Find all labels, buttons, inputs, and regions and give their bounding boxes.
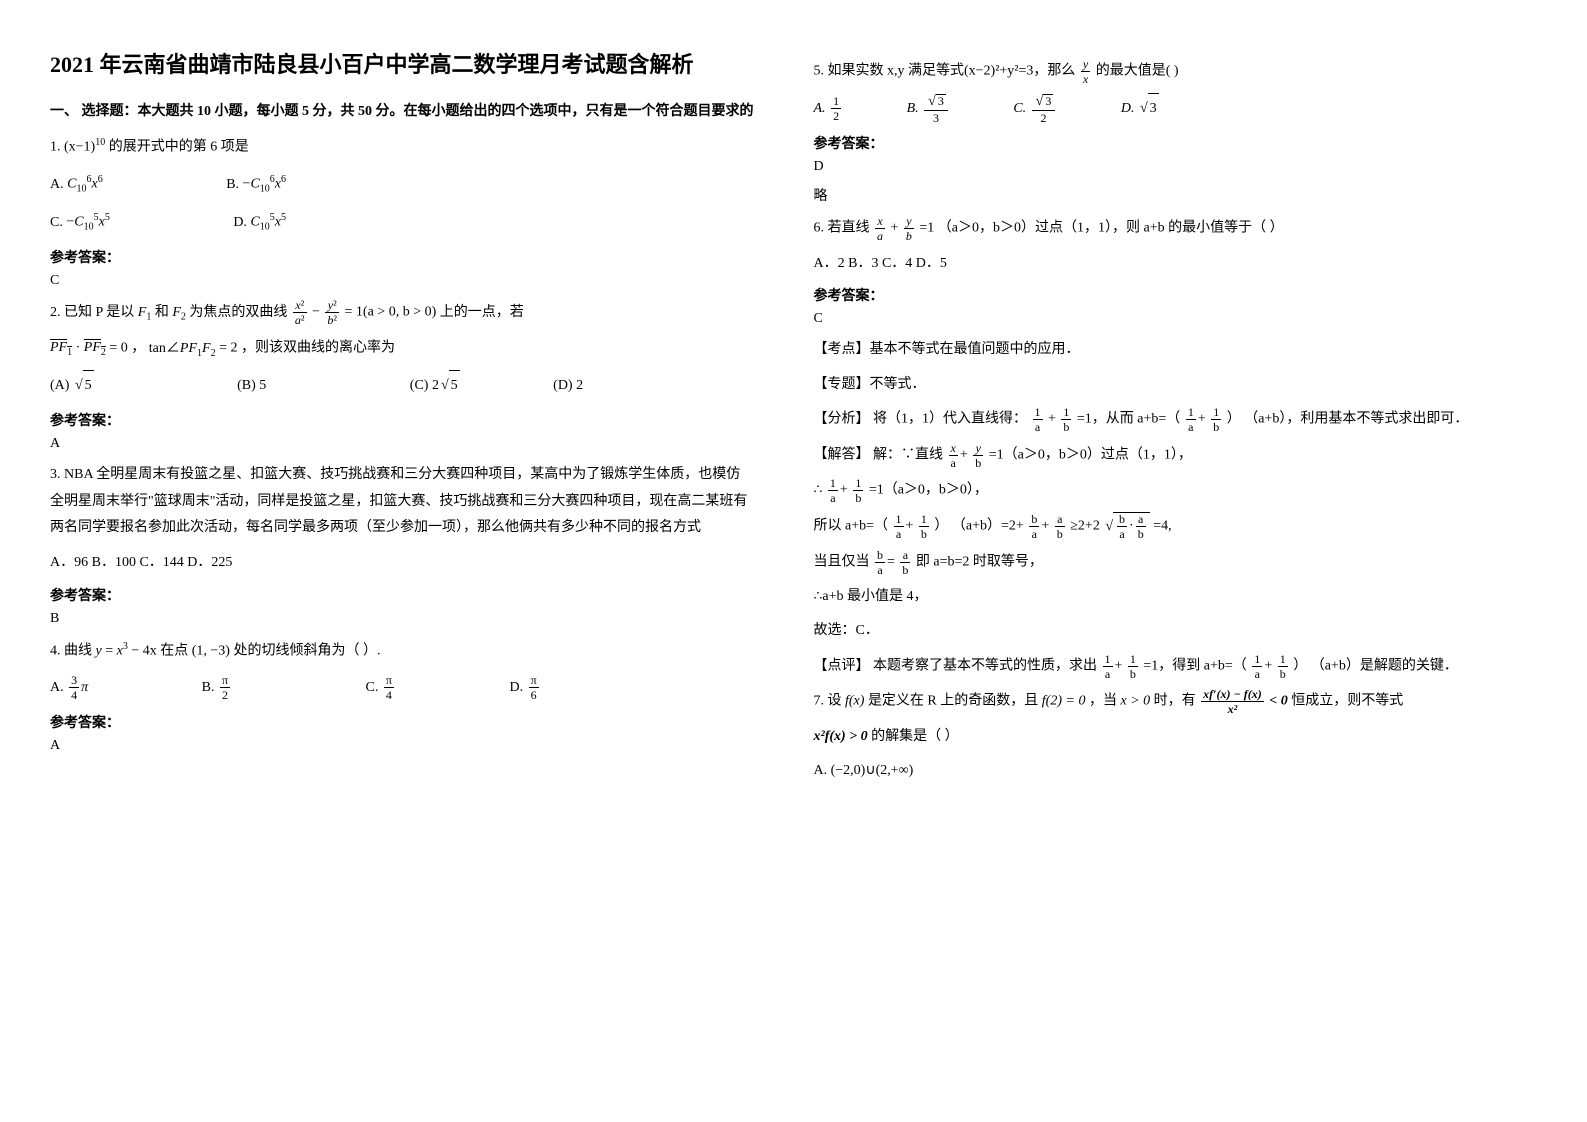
q6-line4: ∴a+b 最小值是 4， [814, 584, 1548, 611]
q1-base: (x−1) [64, 140, 95, 155]
q6-jieda: 解答 解：∵直线 xa+ yb =1（a＞0，b＞0）过点（1，1）， [814, 442, 1548, 469]
answer-label: 参考答案： [50, 410, 754, 430]
question-3: 3. NBA 全明星周末有投篮之星、扣篮大赛、技巧挑战赛和三分大赛四种项目，某高… [50, 462, 754, 542]
q6-zhuanti: 专题不等式． [814, 372, 1548, 399]
q1-expression: (x−1)10 [64, 133, 105, 161]
q4-optD: D. π6 [509, 673, 540, 704]
q4-optB: B. π2 [202, 673, 232, 704]
question-2: 2. 已知 P 是以 F1 和 F2 为焦点的双曲线 x²a² − y²b² =… [50, 299, 754, 327]
q5-optB: B. 33 [907, 94, 950, 125]
answer-label: 参考答案： [50, 712, 754, 732]
q6-line1: ∴ 1a+ 1b =1（a＞0，b＞0）， [814, 477, 1548, 504]
q1-options: A. C106x6 B. −C106x6 [50, 169, 754, 201]
q5-answer: D [814, 159, 1548, 175]
q1-answer: C [50, 273, 754, 289]
q5-options: A. 12 B. 33 C. 32 D. 3 [814, 93, 1548, 125]
q1-exp: 10 [95, 137, 105, 148]
answer-label: 参考答案： [814, 285, 1548, 305]
q6-options: A．2 B．3 C．4 D．5 [814, 251, 1548, 278]
q6-line2: 所以 a+b=（ 1a+ 1b ） （a+b）=2+ ba+ ab ≥2+2 b… [814, 512, 1548, 540]
q1-suffix: 的展开式中的第 6 项是 [109, 140, 249, 155]
answer-label: 参考答案： [50, 247, 754, 267]
q1-prefix: 1. [50, 140, 64, 155]
page-title: 2021 年云南省曲靖市陆良县小百户中学高二数学理月考试题含解析 [50, 50, 754, 81]
q7-ineq2: x²f(x) > 0 的解集是（ ） [814, 724, 1548, 751]
q4-options: A. 34π B. π2 C. π4 D. π6 [50, 673, 754, 704]
question-7: 7. 设 f(x) 是定义在 R 上的奇函数，且 f(2) = 0 ，当 x >… [814, 688, 1548, 715]
q6-line5: 故选：C． [814, 618, 1548, 645]
q2-optA: (A) 5 [50, 370, 94, 402]
q5-lue: 略 [814, 185, 1548, 205]
q4-optC: C. π4 [366, 673, 396, 704]
q6-line3: 当且仅当 ba= ab 即 a=b=2 时取等号， [814, 549, 1548, 576]
q3-options: A．96 B．100 C．144 D．225 [50, 550, 754, 577]
q3-answer: B [50, 611, 754, 627]
question-5: 5. 如果实数 x,y 满足等式(x−2)²+y²=3，那么 yx 的最大值是(… [814, 58, 1548, 85]
question-2b: PF1 · PF2 = 0 ， tan∠PF1F2 = 2 ，则该双曲线的离心率… [50, 335, 754, 362]
q2-optC: (C) 25 [410, 370, 460, 402]
q1-optC: C. −C105x5 [50, 207, 110, 239]
q6-kaodian: 考点基本不等式在最值问题中的应用． [814, 337, 1548, 364]
q2-optB: (B) 5 [237, 371, 266, 402]
q1-optA: A. C106x6 [50, 169, 103, 201]
q6-dianping: 点评 本题考察了基本不等式的性质，求出 1a+ 1b =1，得到 a+b=（ 1… [814, 653, 1548, 680]
q4-answer: A [50, 738, 754, 754]
q5-optA: A. 12 [814, 94, 844, 125]
q4-optA: A. 34π [50, 673, 88, 704]
q2-optD: (D) 2 [553, 371, 583, 402]
q1-optB: B. −C106x6 [226, 169, 286, 201]
question-1: 1. (x−1)10 的展开式中的第 6 项是 [50, 133, 754, 161]
q6-answer: C [814, 311, 1548, 327]
q7-optA: A. (−2,0)∪(2,+∞) [814, 758, 1548, 785]
q2-answer: A [50, 436, 754, 452]
q5-optD: D. 3 [1121, 93, 1159, 125]
q5-optC: C. 32 [1013, 94, 1057, 125]
answer-label: 参考答案： [814, 133, 1548, 153]
section1-heading: 一、 选择题：本大题共 10 小题，每小题 5 分，共 50 分。在每小题给出的… [50, 101, 754, 123]
q1-optD: D. C105x5 [233, 207, 286, 239]
answer-label: 参考答案： [50, 585, 754, 605]
q1-options-2: C. −C105x5 D. C105x5 [50, 207, 754, 239]
q2-options: (A) 5 (B) 5 (C) 25 (D) 2 [50, 370, 754, 402]
question-4: 4. 曲线 y = x3 − 4x 在点 (1, −3) 处的切线倾斜角为（ ）… [50, 637, 754, 665]
question-6: 6. 若直线 xa + yb =1 （a＞0，b＞0）过点（1，1），则 a+b… [814, 215, 1548, 242]
q6-fenxi: 分析 将（1，1）代入直线得： 1a + 1b =1，从而 a+b=（ 1a+ … [814, 406, 1548, 433]
